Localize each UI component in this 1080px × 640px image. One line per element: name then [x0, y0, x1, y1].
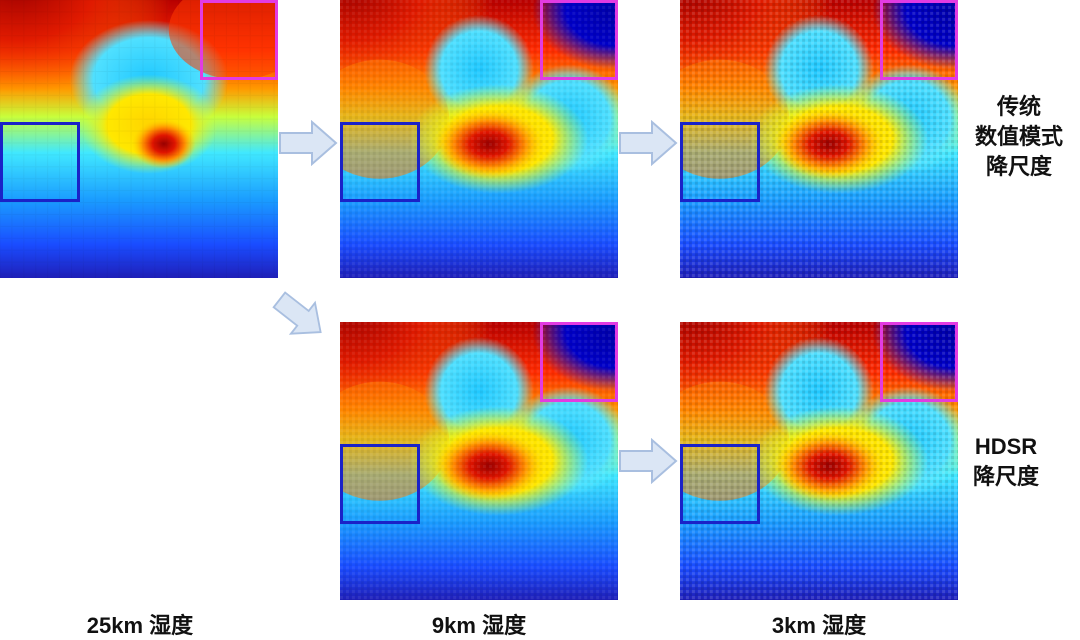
arrow-right-icon	[618, 120, 678, 166]
zoom-box-blue	[340, 122, 420, 202]
arrow-diagonal-icon	[272, 290, 328, 342]
row-label-line: 数值模式	[974, 124, 1063, 149]
map-9km-hdsr	[340, 322, 618, 600]
row-label-traditional: 传统 数值模式 降尺度	[958, 92, 1080, 182]
row-label-line: 降尺度	[972, 464, 1039, 489]
map-9km-traditional	[340, 0, 618, 278]
row-label-line: 传统	[996, 94, 1041, 119]
map-3km-traditional	[680, 0, 958, 278]
zoom-box-blue	[680, 122, 760, 202]
zoom-box-magenta	[540, 0, 618, 80]
zoom-box-blue	[0, 122, 80, 202]
zoom-box-blue	[680, 444, 760, 524]
row-label-line: HDSR	[974, 434, 1038, 459]
map-3km-hdsr	[680, 322, 958, 600]
column-label-3km: 3km 湿度	[771, 613, 867, 638]
row-label-hdsr: HDSR 降尺度	[958, 432, 1054, 492]
zoom-box-magenta	[200, 0, 278, 80]
map-25km-humidity	[0, 0, 278, 278]
arrow-right-icon	[278, 120, 338, 166]
column-label-25km: 25km 湿度	[86, 613, 194, 638]
column-label-9km: 9km 湿度	[431, 613, 527, 638]
zoom-box-blue	[340, 444, 420, 524]
zoom-box-magenta	[880, 0, 958, 80]
row-label-line: 降尺度	[985, 154, 1052, 179]
arrow-right-icon	[618, 438, 678, 484]
zoom-box-magenta	[880, 322, 958, 402]
zoom-box-magenta	[540, 322, 618, 402]
